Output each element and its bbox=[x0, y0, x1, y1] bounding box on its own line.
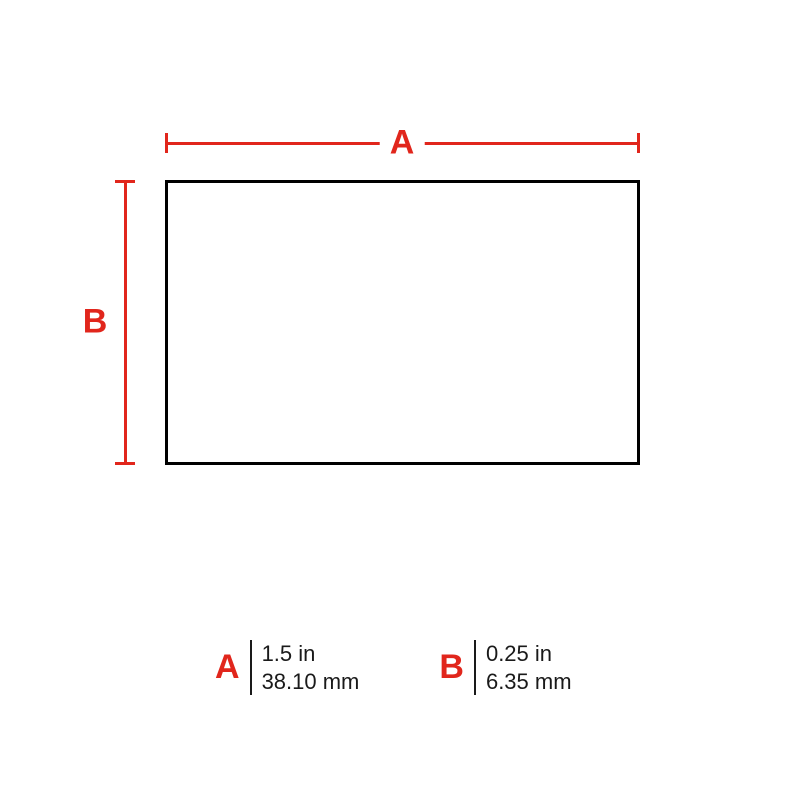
dimension-legend: A 1.5 in 38.10 mm B 0.25 in 6.35 mm bbox=[215, 640, 572, 695]
legend-value-a-mm: 38.10 mm bbox=[262, 668, 360, 696]
legend-value-b-in: 0.25 in bbox=[486, 640, 572, 668]
label-rectangle bbox=[165, 180, 640, 465]
legend-value-b-mm: 6.35 mm bbox=[486, 668, 572, 696]
legend-item-b: B 0.25 in 6.35 mm bbox=[439, 640, 571, 695]
legend-key-b: B bbox=[439, 648, 474, 687]
dimension-diagram: A B A 1.5 in 38.10 mm B 0.25 in 6.35 mm bbox=[0, 0, 800, 800]
legend-value-a-in: 1.5 in bbox=[262, 640, 360, 668]
legend-divider bbox=[250, 640, 252, 695]
dimension-label-a: A bbox=[380, 124, 425, 163]
legend-key-a: A bbox=[215, 648, 250, 687]
legend-item-a: A 1.5 in 38.10 mm bbox=[215, 640, 359, 695]
legend-divider bbox=[474, 640, 476, 695]
dimension-label-b: B bbox=[83, 293, 108, 352]
